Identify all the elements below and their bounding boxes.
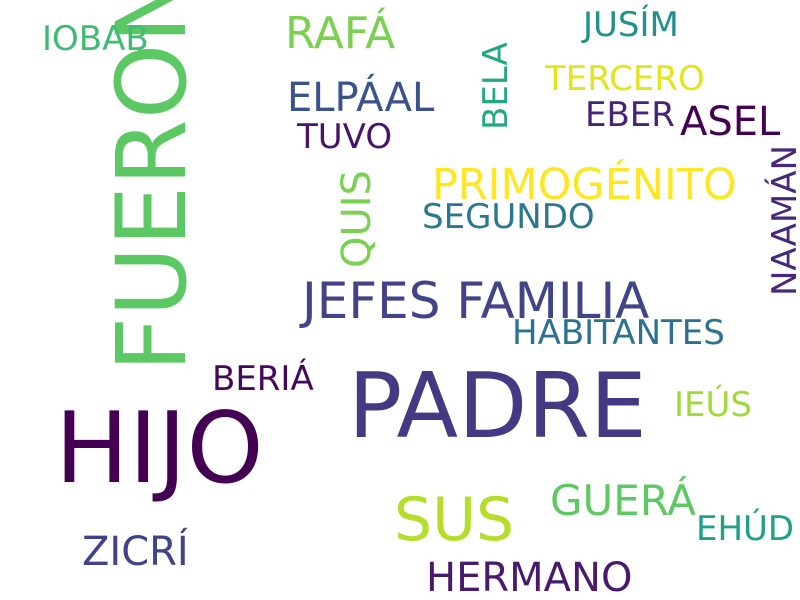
word-hijo: HIJO <box>55 392 264 506</box>
word-padre: PADRE <box>348 354 647 459</box>
word-primogenito: PRIMOGÉNITO <box>432 160 737 210</box>
word-ehud: EHÚD <box>696 509 795 549</box>
word-jusim: JUSÍM <box>583 5 679 45</box>
word-iobab: IOBAB <box>42 19 149 59</box>
word-asel: ASEL <box>680 99 781 145</box>
word-bela: BELA <box>476 42 516 130</box>
word-sus: SUS <box>394 485 515 555</box>
word-habitantes: HABITANTES <box>512 313 725 353</box>
word-beria: BERIÁ <box>212 359 314 399</box>
word-elpaal: ELPÁAL <box>287 75 435 121</box>
word-guera: GUERÁ <box>550 476 697 525</box>
word-quis: QUIS <box>334 170 380 268</box>
word-eber: EBER <box>585 95 675 135</box>
word-naaman: NAAMÁN <box>765 145 800 296</box>
word-rafa: RAFÁ <box>285 8 396 59</box>
word-tercero: TERCERO <box>545 59 705 99</box>
word-jefes-familia: JEFES FAMILIA <box>302 272 650 330</box>
word-ieus: IEÚS <box>674 385 752 425</box>
word-tuvo: TUVO <box>297 117 393 157</box>
word-zicri: ZICRÍ <box>82 529 189 575</box>
word-segundo: SEGUNDO <box>422 197 595 237</box>
word-hermano: HERMANO <box>426 555 633 600</box>
